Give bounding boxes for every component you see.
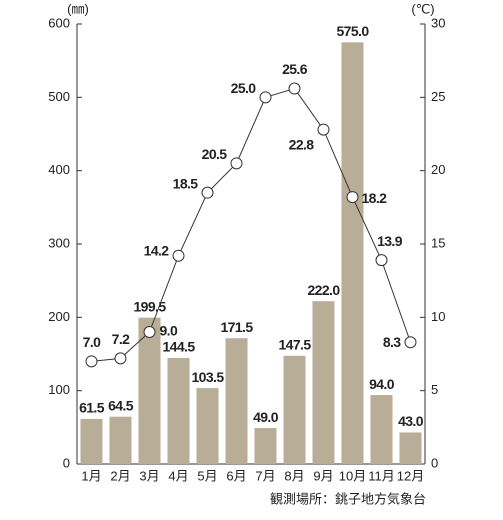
temperature-point bbox=[288, 82, 301, 95]
bar bbox=[283, 355, 306, 464]
x-tick-label: 9月 bbox=[313, 468, 333, 483]
temperature-value-label: 9.0 bbox=[160, 323, 178, 339]
bar-value-label: 94.0 bbox=[369, 376, 395, 392]
x-tick-label: 12月 bbox=[397, 468, 424, 483]
y-tick-label: 200 bbox=[48, 309, 70, 324]
bar-value-label: 61.5 bbox=[79, 400, 105, 416]
bar bbox=[341, 42, 364, 464]
x-tick-label: 1月 bbox=[81, 468, 101, 483]
temperature-point bbox=[114, 352, 127, 365]
x-tick-label: 6月 bbox=[226, 468, 246, 483]
y-tick-label: 0 bbox=[63, 455, 70, 470]
bar bbox=[109, 416, 132, 464]
bar-value-label: 222.0 bbox=[307, 282, 340, 298]
bar-value-label: 49.0 bbox=[253, 409, 279, 425]
y-tick-label: 600 bbox=[48, 15, 70, 30]
temperature-point bbox=[143, 326, 156, 338]
bar bbox=[370, 395, 393, 464]
temperature-point bbox=[201, 186, 214, 199]
y2-tick-label: 25 bbox=[431, 89, 445, 104]
x-tick-label: 3月 bbox=[139, 468, 159, 483]
bar bbox=[225, 338, 248, 464]
temperature-point bbox=[85, 355, 98, 368]
bar bbox=[80, 418, 103, 464]
x-tick-label: 11月 bbox=[368, 468, 395, 483]
bar-value-label: 64.5 bbox=[108, 397, 134, 413]
temperature-value-label: 7.2 bbox=[112, 331, 130, 347]
bar bbox=[138, 317, 161, 464]
temperature-value-label: 18.2 bbox=[362, 190, 388, 206]
temperature-point bbox=[230, 157, 243, 170]
bar-value-label: 171.5 bbox=[220, 319, 253, 335]
x-tick-label: 10月 bbox=[339, 468, 366, 483]
bar bbox=[196, 388, 219, 464]
bar-value-label: 199.5 bbox=[133, 298, 166, 314]
x-tick-label: 2月 bbox=[110, 468, 130, 483]
temperature-point bbox=[404, 336, 417, 349]
y-tick-label: 400 bbox=[48, 162, 70, 177]
bar-value-label: 147.5 bbox=[278, 337, 311, 353]
temperature-value-label: 22.8 bbox=[289, 136, 315, 152]
y2-axis-unit: (℃) bbox=[411, 1, 434, 16]
y2-tick-label: 15 bbox=[431, 235, 445, 250]
y2-tick-label: 20 bbox=[431, 162, 445, 177]
bar-value-label: 575.0 bbox=[336, 23, 369, 39]
y2-tick-label: 0 bbox=[431, 455, 438, 470]
y2-tick-label: 5 bbox=[431, 382, 438, 397]
bar bbox=[399, 432, 422, 464]
temperature-line bbox=[91, 87, 411, 362]
temperature-point bbox=[346, 191, 359, 204]
bar bbox=[167, 358, 190, 464]
y2-tick-label: 30 bbox=[431, 15, 445, 30]
bar-value-label: 43.0 bbox=[398, 413, 424, 429]
temperature-value-label: 8.3 bbox=[383, 334, 401, 350]
y-tick-label: 100 bbox=[48, 382, 70, 397]
temperature-value-label: 7.0 bbox=[83, 334, 101, 350]
x-tick-label: 7月 bbox=[255, 468, 275, 483]
bar-value-label: 103.5 bbox=[191, 369, 224, 385]
y-tick-label: 300 bbox=[48, 235, 70, 250]
x-tick-label: 5月 bbox=[197, 468, 217, 483]
x-tick-label: 8月 bbox=[284, 468, 304, 483]
temperature-value-label: 25.0 bbox=[231, 80, 257, 96]
temperature-value-label: 25.6 bbox=[282, 61, 308, 77]
temperature-value-label: 14.2 bbox=[144, 242, 170, 258]
temperature-value-label: 13.9 bbox=[377, 233, 403, 249]
x-tick-label: 4月 bbox=[168, 468, 188, 483]
temperature-point bbox=[172, 249, 185, 262]
y2-tick-label: 10 bbox=[431, 309, 445, 324]
bar bbox=[312, 301, 335, 464]
bar bbox=[254, 428, 277, 464]
temperature-point bbox=[375, 254, 388, 267]
temperature-point bbox=[317, 123, 330, 136]
source-note: 観測場所：銚子地方気象台 bbox=[270, 491, 426, 506]
temperature-point bbox=[259, 91, 272, 104]
temperature-value-label: 20.5 bbox=[202, 146, 228, 162]
temperature-value-label: 18.5 bbox=[173, 175, 199, 191]
y-axis-unit: (㎜) bbox=[67, 1, 89, 16]
y-tick-label: 500 bbox=[48, 89, 70, 104]
bar-value-label: 144.5 bbox=[162, 339, 195, 355]
